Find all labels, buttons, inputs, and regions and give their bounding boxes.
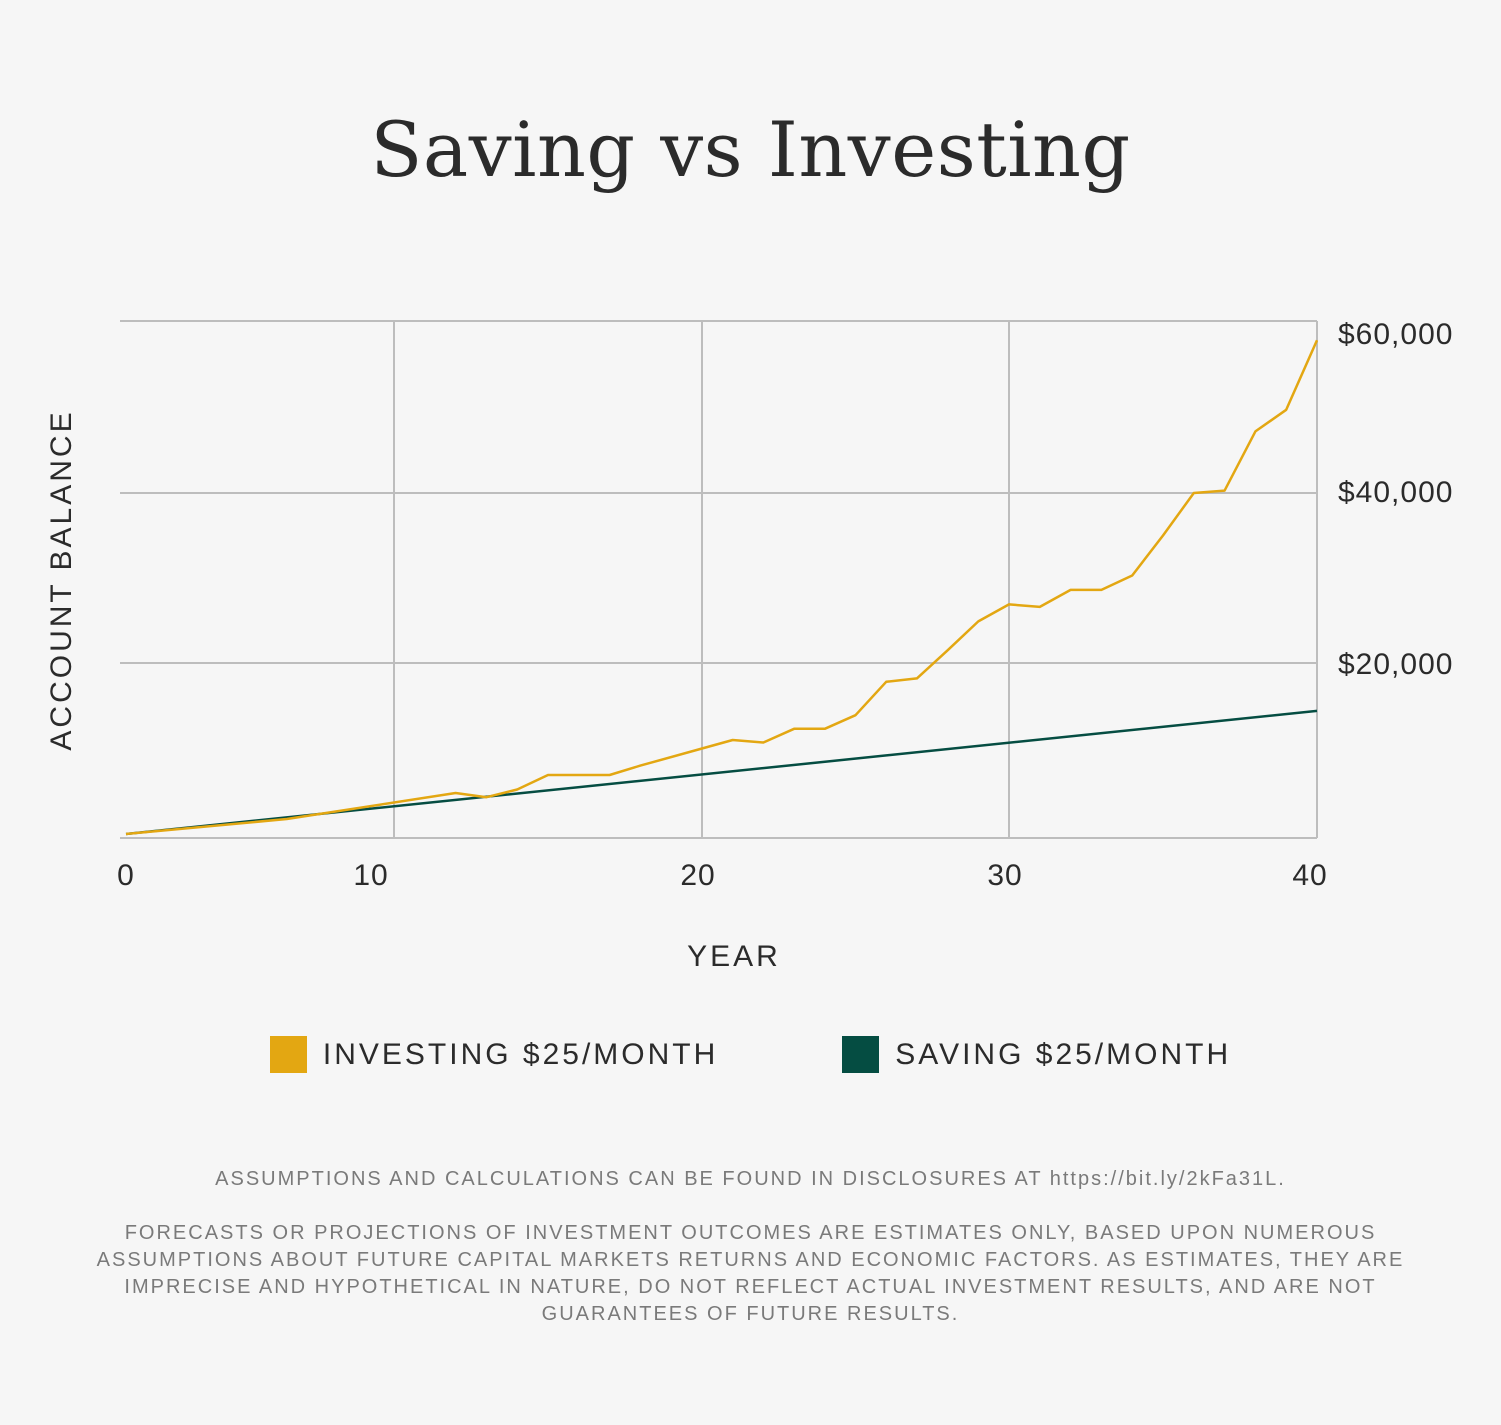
x-tick-label: 0 bbox=[117, 859, 135, 892]
disclosure-footnote: ASSUMPTIONS AND CALCULATIONS CAN BE FOUN… bbox=[215, 1168, 1286, 1190]
legend: INVESTING $25/MONTH SAVING $25/MONTH bbox=[0, 1036, 1501, 1073]
series-lines bbox=[125, 339, 1319, 836]
y-tick-label: $40,000 bbox=[1338, 476, 1453, 509]
grid-lines bbox=[120, 320, 1318, 839]
y-tick-label: $20,000 bbox=[1338, 648, 1453, 681]
legend-label-saving: SAVING $25/MONTH bbox=[895, 1037, 1232, 1071]
forecast-disclaimer: FORECASTS OR PROJECTIONS OF INVESTMENT O… bbox=[96, 1222, 1405, 1325]
x-axis-title: YEAR bbox=[687, 940, 781, 973]
legend-item-saving: SAVING $25/MONTH bbox=[842, 1036, 1231, 1073]
y-tick-label: $60,000 bbox=[1338, 318, 1453, 351]
y-tick-labels: $20,000 $40,000 $60,000 bbox=[1338, 318, 1453, 681]
x-tick-label: 30 bbox=[987, 859, 1022, 892]
x-tick-label: 40 bbox=[1292, 859, 1327, 892]
legend-swatch-saving bbox=[842, 1036, 880, 1073]
legend-swatch-investing bbox=[269, 1036, 307, 1073]
chart-title: Saving vs Investing bbox=[370, 105, 1131, 194]
x-tick-label: 20 bbox=[680, 859, 715, 892]
legend-item-investing: INVESTING $25/MONTH bbox=[269, 1036, 719, 1073]
legend-label-investing: INVESTING $25/MONTH bbox=[322, 1037, 719, 1071]
x-tick-labels: 0 10 20 30 40 bbox=[117, 859, 1327, 892]
x-tick-label: 10 bbox=[353, 859, 388, 892]
series-line-investing bbox=[125, 339, 1319, 836]
chart-plot: $20,000 $40,000 $60,000 0 10 20 30 40 YEAR ACC… bbox=[45, 318, 1453, 973]
y-axis-title: ACCOUNT BALANCE bbox=[45, 409, 78, 750]
